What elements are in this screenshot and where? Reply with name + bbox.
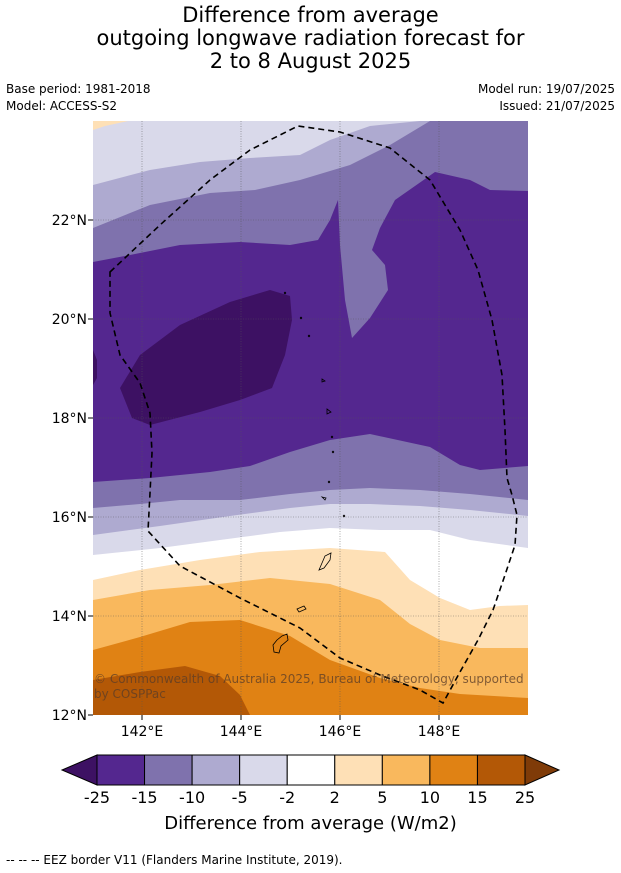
cb-label: 15 — [467, 788, 488, 807]
cb-label: 2 — [329, 788, 340, 807]
colorbar-extend-low — [60, 754, 98, 786]
map-title: Difference from average outgoing longwav… — [0, 4, 621, 73]
title-line-3: 2 to 8 August 2025 — [209, 49, 412, 73]
axis-tick-marks — [88, 219, 440, 720]
lon-tick-144: 144°E — [220, 724, 263, 740]
model-name: Model: ACCESS-S2 — [6, 99, 118, 113]
base-period: Base period: 1981-2018 — [6, 82, 151, 96]
lat-tick-18: 18°N — [52, 411, 87, 427]
band-below-minus25 — [120, 290, 292, 425]
colorbar-swatch — [239, 754, 288, 786]
colorbar-swatch — [334, 754, 383, 786]
title-line-1: Difference from average — [182, 3, 439, 27]
model-run: Model run: 19/07/2025 — [477, 82, 615, 96]
colorbar — [60, 754, 561, 786]
colorbar-swatch — [476, 754, 526, 786]
lat-tick-16: 16°N — [52, 510, 87, 526]
graticule — [93, 121, 528, 715]
eez-footnote: -- -- -- EEZ border V11 (Flanders Marine… — [6, 853, 343, 867]
band-below-minus25-edge — [93, 350, 97, 385]
cb-label: -10 — [179, 788, 206, 807]
band-plus2-topleft — [93, 121, 128, 130]
colorbar-title: Difference from average (W/m2) — [164, 813, 457, 834]
cb-label: 5 — [377, 788, 388, 807]
lat-tick-20: 20°N — [52, 312, 87, 328]
colorbar-swatch — [286, 754, 336, 786]
colorbar-swatch — [144, 754, 193, 786]
colorbar-swatch — [96, 754, 146, 786]
copyright-notice: © Commonwealth of Australia 2025, Bureau… — [94, 672, 524, 701]
issued-date: Issued: 21/07/2025 — [499, 99, 615, 113]
cb-label: -15 — [131, 788, 158, 807]
lat-tick-14: 14°N — [52, 609, 87, 625]
title-line-2: outgoing longwave radiation forecast for — [96, 26, 525, 50]
eez-border — [109, 125, 518, 705]
colorbar-swatch — [381, 754, 431, 786]
lon-tick-146: 146°E — [319, 724, 362, 740]
lat-tick-12: 12°N — [52, 708, 87, 724]
cb-label: -2 — [279, 788, 296, 807]
cb-label: 10 — [419, 788, 441, 807]
coastlines — [272, 291, 346, 654]
lon-tick-142: 142°E — [121, 724, 164, 740]
cb-label: -5 — [231, 788, 248, 807]
colorbar-swatch — [191, 754, 241, 786]
colorbar-extend-high — [524, 754, 561, 786]
colorbar-swatch — [429, 754, 478, 786]
lon-tick-148: 148°E — [418, 724, 461, 740]
cb-label: -25 — [83, 788, 111, 807]
band-plus15 — [93, 666, 250, 715]
meta-left: Base period: 1981-2018 Model: ACCESS-S2 — [6, 81, 151, 115]
lat-tick-22: 22°N — [52, 213, 87, 229]
meta-right: Model run: 19/07/2025 Issued: 21/07/2025 — [478, 81, 615, 115]
anomaly-field — [93, 121, 528, 715]
cb-label: 25 — [514, 788, 536, 807]
